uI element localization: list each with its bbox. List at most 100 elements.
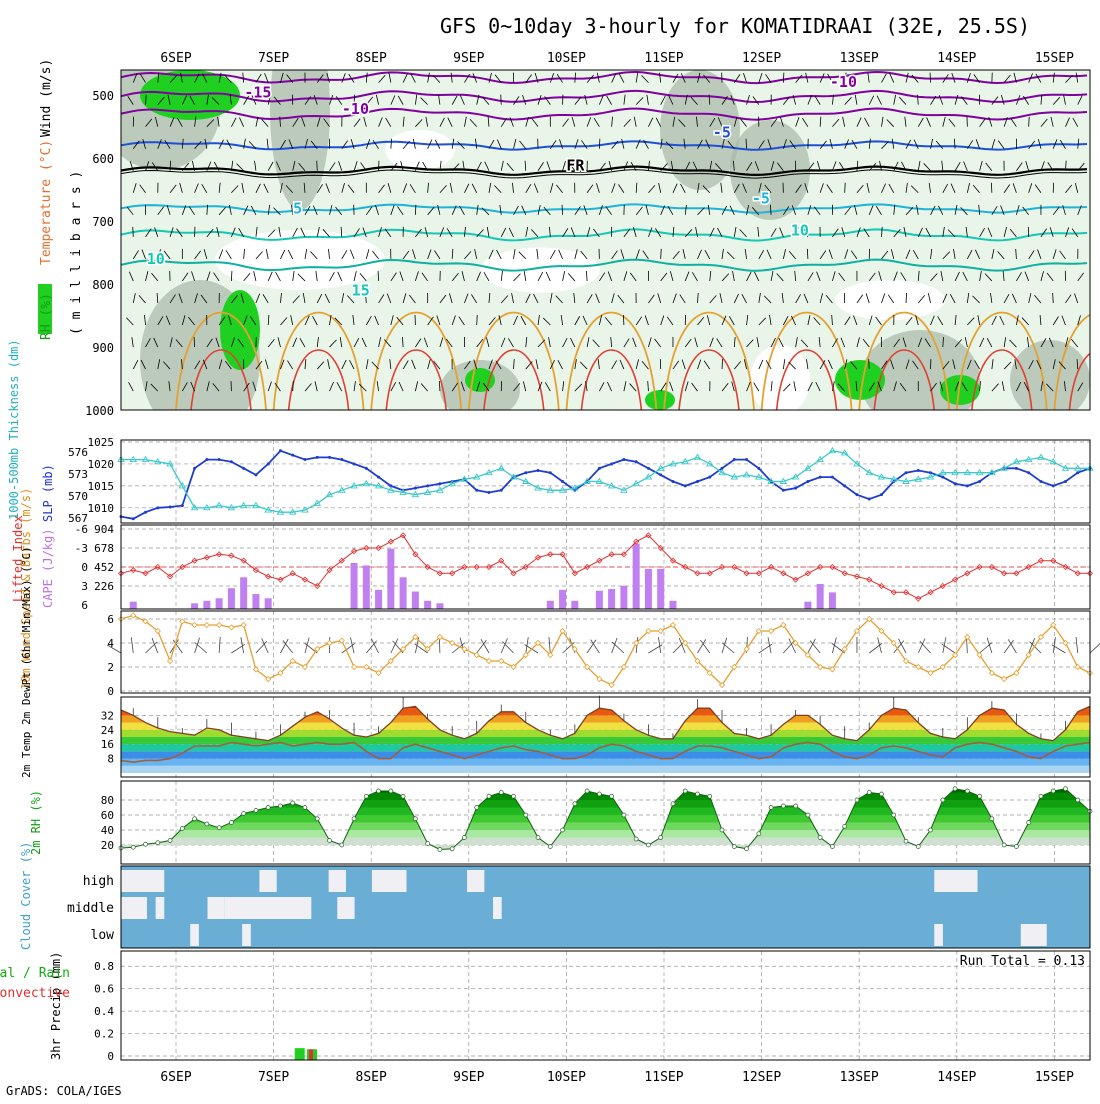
rh-point: [217, 826, 221, 830]
slp-point: [696, 480, 699, 483]
contour-label: -10: [830, 73, 857, 91]
rh-point: [585, 789, 589, 793]
cape-bar: [571, 601, 578, 609]
contour-label: 5: [293, 200, 302, 218]
cape-bar: [424, 601, 431, 609]
date-bottom-label: 12SEP: [742, 1070, 781, 1085]
contour-label: FR: [566, 157, 585, 175]
rh-dry-area: [750, 345, 810, 415]
rh-point: [291, 801, 295, 805]
wind-barb: [599, 139, 600, 149]
slp-line: [121, 451, 1090, 519]
slp-point: [1052, 484, 1055, 487]
rh-point: [855, 798, 859, 802]
slp-point: [340, 458, 343, 461]
wind-10m-barb: [549, 637, 550, 653]
cape-bar: [203, 601, 210, 609]
slp-point: [1039, 480, 1042, 483]
wind-speed-point: [217, 623, 222, 628]
slp-point: [500, 489, 503, 492]
slp-point: [1064, 480, 1067, 483]
wind-speed-point: [1075, 665, 1080, 670]
slp-point: [819, 476, 822, 479]
p1-ylabel-temp: Temperature (°C): [39, 140, 54, 265]
rh-point: [1051, 789, 1055, 793]
slp-point: [880, 493, 883, 496]
slp-point: [843, 484, 846, 487]
p3-cape-tick: 226: [94, 580, 114, 593]
wind-speed-point: [474, 653, 479, 658]
wind-barb: [1053, 293, 1054, 303]
wind-speed-line: [121, 615, 1090, 685]
p5-ytick: 24: [101, 724, 115, 737]
slp-point: [671, 480, 674, 483]
rh-point: [929, 828, 933, 832]
rh-point: [229, 821, 233, 825]
rh-point: [708, 794, 712, 798]
slp-point: [868, 498, 871, 501]
cape-bar: [351, 563, 358, 609]
wind-speed-point: [204, 623, 209, 628]
cape-bar: [804, 602, 811, 609]
cape-bar: [130, 602, 137, 609]
wind-barb: [293, 381, 294, 391]
slp-point: [328, 456, 331, 459]
p5-ytick: 8: [107, 753, 114, 766]
rh-point: [634, 837, 638, 841]
date-top-label: 15SEP: [1035, 51, 1074, 66]
slp-point: [757, 467, 760, 470]
rh-point: [978, 794, 982, 798]
wind-speed-point: [339, 638, 344, 643]
rh-point: [646, 843, 650, 847]
rh-plot: [121, 785, 1090, 860]
wind-speed-point: [229, 625, 234, 630]
rh-point: [303, 806, 307, 810]
wind-speed-point: [352, 665, 357, 670]
rh-point: [732, 845, 736, 849]
slp-point: [218, 458, 221, 461]
rh-point: [156, 841, 160, 845]
slp-point: [1015, 467, 1018, 470]
wind-barb: [869, 359, 870, 369]
p2-left-tick: 576: [68, 446, 88, 459]
p6-ytick: 60: [101, 809, 114, 822]
wind-barb: [477, 315, 478, 325]
cape-bar: [375, 590, 382, 609]
slp-point: [524, 471, 527, 474]
rh-moist-area: [270, 10, 330, 210]
slp-point: [414, 487, 417, 490]
cape-bar: [620, 586, 627, 609]
p1-ytick: 900: [92, 341, 114, 355]
rh-point: [794, 804, 798, 808]
contour-label: 10: [147, 250, 165, 268]
cape-bar: [387, 549, 394, 609]
rh-point: [610, 794, 614, 798]
date-top-label: 14SEP: [937, 51, 976, 66]
cape-bar: [645, 569, 652, 609]
rh-point: [769, 806, 773, 810]
p8-ytick: 0.2: [94, 1028, 114, 1041]
cloud-gap: [190, 924, 199, 946]
cape-bar: [829, 592, 836, 609]
wind-speed-point: [658, 629, 663, 634]
wind-speed-point: [131, 613, 136, 618]
wind-speed-point: [769, 629, 774, 634]
rh-band: [121, 823, 1090, 831]
p4-ytick: 4: [107, 637, 114, 650]
cloud-gap: [337, 897, 354, 919]
p2-ylabel-slp: SLP (mb): [41, 464, 55, 522]
slp-point: [549, 471, 552, 474]
p2-right-tick: 1015: [88, 480, 115, 493]
rh-point: [597, 792, 601, 796]
slp-point: [193, 467, 196, 470]
cape-li-panel: [119, 533, 1093, 609]
slp-point: [733, 458, 736, 461]
rh-point: [1063, 787, 1067, 791]
rh-point: [524, 813, 528, 817]
rh-color-bands: [121, 785, 1090, 860]
slp-point: [426, 484, 429, 487]
wind-barb: [170, 161, 171, 171]
cloud-level-label: low: [91, 928, 115, 943]
